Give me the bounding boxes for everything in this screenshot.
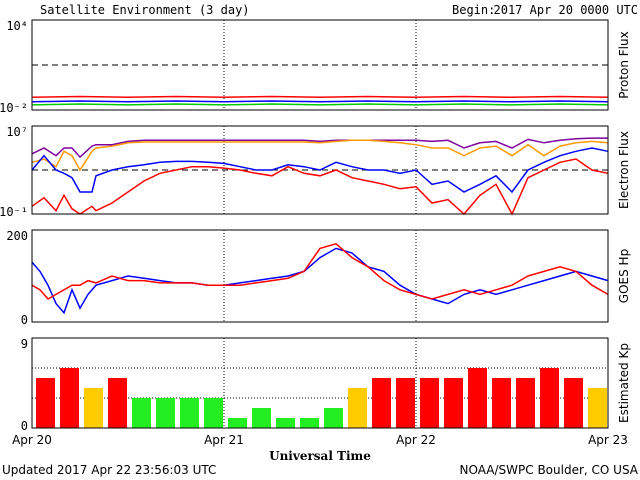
begin-value: 2017 Apr 20 0000 UTC [494, 3, 639, 17]
kp-bar [228, 418, 247, 428]
panel-frame [31, 125, 609, 215]
panel-3: 200 0 GOES Hp [6, 229, 631, 327]
kp-bar [348, 388, 367, 428]
kp-bar [60, 368, 79, 428]
y-tick-min: 10⁻¹ [0, 205, 28, 219]
kp-bar [324, 408, 343, 428]
kp-bar [204, 398, 223, 428]
series-line-2 [31, 100, 609, 103]
kp-bar [468, 368, 487, 428]
series-line-3 [31, 103, 609, 106]
y-tick-min: 0 [21, 313, 28, 327]
kp-bar [300, 418, 319, 428]
x-tick-label: Apr 22 [396, 433, 436, 447]
kp-bar [276, 418, 295, 428]
kp-bar [396, 378, 415, 428]
panel-2: 10⁷ 10⁻¹ Electron Flux [0, 125, 631, 219]
kp-bar [36, 378, 55, 428]
series-line-2 [31, 242, 609, 300]
series-line-2 [31, 139, 609, 172]
kp-bar [180, 398, 199, 428]
kp-bar [156, 398, 175, 428]
y-axis-label: Estimated Kp [617, 343, 631, 423]
y-tick-max: 10⁴ [6, 19, 28, 33]
kp-bar [564, 378, 583, 428]
kp-bar [420, 378, 439, 428]
series-line-1 [31, 137, 608, 159]
y-tick-max: 9 [21, 337, 28, 351]
y-axis-label: Proton Flux [617, 31, 631, 98]
kp-bar [492, 378, 511, 428]
updated-timestamp: Updated 2017 Apr 22 23:56:03 UTC [2, 463, 216, 477]
begin-label: Begin: [452, 3, 495, 17]
y-tick-min: 0 [21, 419, 28, 433]
series-line-3 [31, 147, 609, 194]
kp-bar [372, 378, 391, 428]
kp-bar [540, 368, 559, 428]
kp-bar [252, 408, 271, 428]
panel-frame [31, 229, 609, 323]
x-axis-label: Universal Time [269, 449, 371, 463]
panels: 10⁴ 10⁻² Proton Flux 10⁷ 10⁻¹ Electron Flux 20… [0, 19, 631, 433]
y-axis-label: GOES Hp [617, 249, 631, 303]
kp-bar [108, 378, 127, 428]
kp-bar [516, 378, 535, 428]
panel-4: 9 0 Estimated Kp [21, 337, 631, 433]
kp-bar [588, 388, 607, 428]
y-tick-max: 200 [6, 229, 28, 243]
x-tick-label: Apr 23 [588, 433, 628, 447]
series-line-1 [31, 95, 609, 99]
x-tick-label: Apr 21 [204, 433, 244, 447]
y-tick-max: 10⁷ [6, 125, 28, 139]
series-line-4 [31, 158, 609, 216]
chart-title: Satellite Environment (3 day) [40, 3, 250, 17]
y-tick-min: 10⁻² [0, 101, 28, 115]
x-tick-label: Apr 20 [12, 433, 52, 447]
kp-bar [132, 398, 151, 428]
panel-1: 10⁴ 10⁻² Proton Flux [0, 19, 631, 115]
kp-bar [444, 378, 463, 428]
series-line-1 [31, 247, 609, 315]
kp-bar [84, 388, 103, 428]
x-axis: Apr 20 Apr 21 Apr 22 Apr 23 [12, 433, 628, 447]
panel-frame [31, 19, 609, 111]
y-axis-label: Electron Flux [617, 131, 631, 209]
credit-text: NOAA/SWPC Boulder, CO USA [460, 463, 639, 477]
panel-frame [31, 337, 609, 429]
